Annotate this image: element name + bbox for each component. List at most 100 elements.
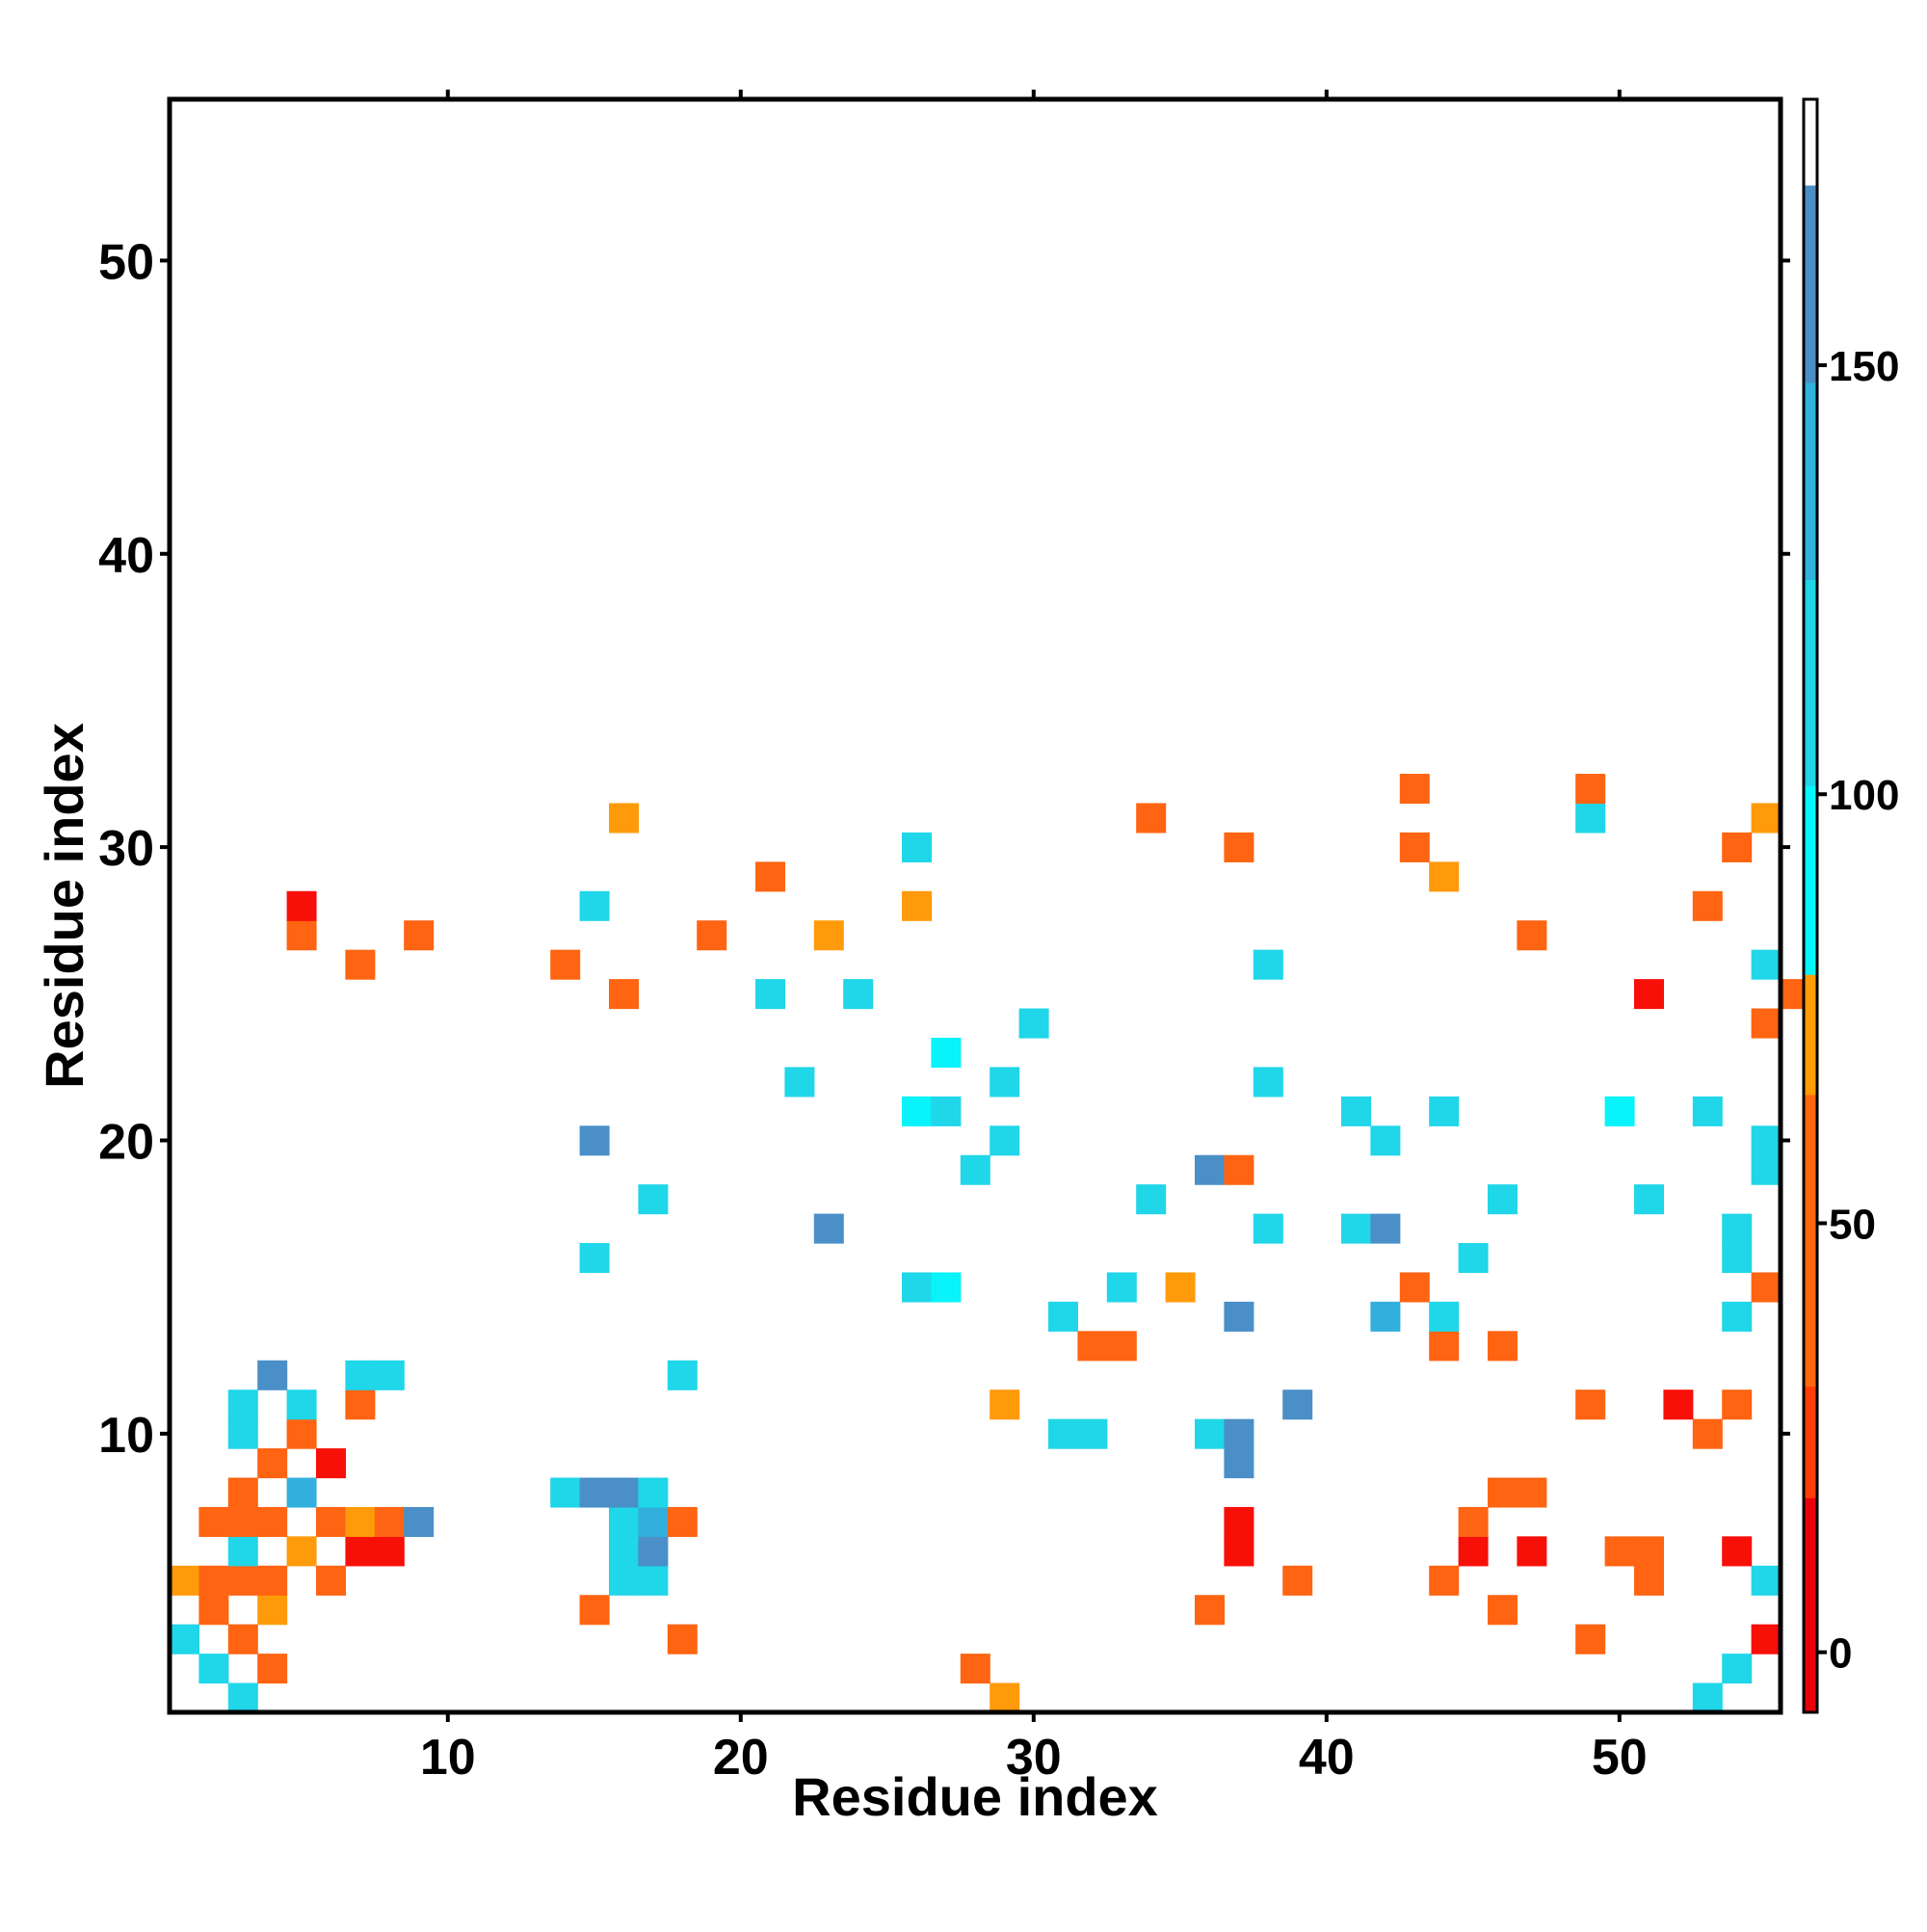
colorbar: 0 50 100 150 [1802, 97, 1899, 1714]
heatmap-cell [1663, 1389, 1694, 1420]
heatmap-cell [345, 1506, 376, 1537]
heatmap-cell [1077, 1418, 1108, 1449]
colorbar-segment [1804, 185, 1817, 384]
heatmap-cell [1604, 1096, 1635, 1126]
heatmap-cell [198, 1565, 229, 1596]
heatmap-cell [1634, 1184, 1664, 1215]
heatmap-cell [198, 1595, 229, 1626]
heatmap-cell [609, 979, 639, 1010]
heatmap-cell [960, 1654, 990, 1684]
heatmap-cell [1634, 1536, 1664, 1567]
heatmap-cell [1106, 1272, 1137, 1303]
heatmap-cell [227, 1682, 258, 1713]
colorbar-tick-label: 0 [1829, 1630, 1852, 1678]
heatmap-cell [1692, 1682, 1723, 1713]
heatmap-cell [755, 979, 785, 1010]
heatmap-cell [902, 1272, 932, 1303]
heatmap-cell [1429, 861, 1460, 892]
heatmap-cell [1429, 1565, 1460, 1596]
heatmap-cell [1751, 803, 1782, 834]
heatmap-cell [1341, 1096, 1371, 1126]
heatmap-cell [1751, 1154, 1782, 1185]
heatmap-cell [345, 1536, 376, 1567]
heatmap-cell [1692, 1096, 1723, 1126]
heatmap-cell [843, 979, 874, 1010]
heatmap-cell [1224, 1506, 1254, 1537]
heatmap-cell [286, 1418, 317, 1449]
colorbar-segment [1804, 382, 1817, 581]
heatmap-cell [755, 861, 785, 892]
heatmap-cell [1751, 1008, 1782, 1039]
heatmap-cell [1253, 1213, 1283, 1244]
heatmap-cell [286, 1389, 317, 1420]
heatmap-cell [1106, 1331, 1137, 1362]
heatmap-cell [1224, 1418, 1254, 1449]
heatmap-cell [1282, 1565, 1313, 1596]
x-tick-label: 40 [1299, 1730, 1355, 1786]
heatmap-cell [1399, 774, 1430, 805]
heatmap-cell [784, 1067, 815, 1098]
heatmap-cell [1634, 1565, 1664, 1596]
colorbar-segment [1804, 785, 1817, 975]
heatmap-cell [286, 1477, 317, 1508]
heatmap-cell [1722, 832, 1753, 862]
heatmap-cell [227, 1418, 258, 1449]
heatmap-cell [579, 1477, 610, 1508]
x-tick-label: 30 [1006, 1730, 1062, 1786]
heatmap-cell [374, 1506, 405, 1537]
colorbar-segment [1804, 99, 1817, 186]
heatmap-cell [579, 1125, 610, 1156]
heatmap-cell [374, 1536, 405, 1567]
heatmap-cell [1370, 1301, 1401, 1332]
heatmap-cell [1195, 1418, 1225, 1449]
heatmap-cell [257, 1506, 288, 1537]
heatmap-cell [1722, 1654, 1753, 1684]
heatmap-cell [609, 1565, 639, 1596]
heatmap-cell [1517, 920, 1547, 951]
heatmap-cell [638, 1184, 669, 1215]
colorbar-segment [1804, 1094, 1817, 1388]
heatmap-cell [257, 1654, 288, 1684]
y-tick-label: 30 [98, 821, 154, 877]
heatmap-cell [609, 1477, 639, 1508]
heatmap-cell [1751, 1125, 1782, 1156]
heatmap-cell [1399, 1272, 1430, 1303]
heatmap-cell [609, 803, 639, 834]
y-axis-label: Residue index [34, 723, 94, 1089]
heatmap-cell [1517, 1477, 1547, 1508]
heatmap-cell [579, 1243, 610, 1274]
heatmap-cell [1575, 774, 1606, 805]
heatmap-cell [227, 1565, 258, 1596]
heatmap-cell [316, 1506, 346, 1537]
heatmap-cell [1195, 1595, 1225, 1626]
heatmap-cell [1048, 1301, 1078, 1332]
heatmap-cell [667, 1624, 698, 1654]
heatmap-cell [1751, 1565, 1782, 1596]
colorbar-frame [1802, 97, 1819, 1714]
heatmap-cell [813, 920, 844, 951]
heatmap-cell [1195, 1154, 1225, 1185]
heatmap-cell [638, 1565, 669, 1596]
heatmap-cell [1253, 949, 1283, 980]
heatmap-cell [1458, 1506, 1489, 1537]
heatmap-cell [1722, 1301, 1753, 1332]
heatmap-cell [1224, 832, 1254, 862]
heatmap-cell [1575, 1389, 1606, 1420]
heatmap-cell [638, 1506, 669, 1537]
heatmap-cell [990, 1067, 1020, 1098]
heatmap-cell [1224, 1301, 1254, 1332]
heatmap-cell [404, 1506, 435, 1537]
x-tick-label: 10 [420, 1730, 476, 1786]
x-axis-label: Residue index [792, 1766, 1158, 1827]
heatmap-cell [1370, 1213, 1401, 1244]
y-tick-label: 40 [98, 528, 154, 584]
heatmap-cells [170, 774, 1810, 1713]
heatmap-cell [1488, 1477, 1518, 1508]
heatmap-cell [1165, 1272, 1196, 1303]
heatmap-cell [286, 920, 317, 951]
heatmap-cell [1604, 1536, 1635, 1567]
heatmap-cell [1692, 890, 1723, 921]
heatmap-cell [609, 1506, 639, 1537]
heatmap-cell [1458, 1536, 1489, 1567]
